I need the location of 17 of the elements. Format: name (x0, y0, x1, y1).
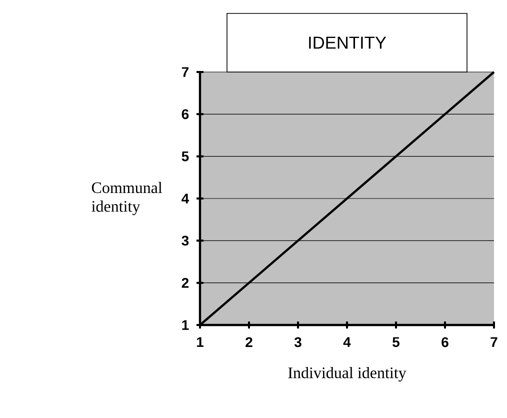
y-tick-label: 5 (182, 151, 189, 162)
y-tick-label: 4 (182, 194, 190, 204)
y-tick-label: 1 (182, 320, 189, 330)
y-axis-title: Communal identity (92, 182, 162, 216)
x-tick-label: 3 (294, 337, 302, 348)
chart-title: IDENTITY (309, 36, 386, 49)
x-tick-label: 4 (343, 337, 351, 347)
x-tick-label: 7 (490, 337, 498, 347)
y-tick-label: 2 (182, 278, 189, 288)
x-tick-label: 1 (196, 337, 204, 347)
x-tick-label: 6 (442, 337, 448, 348)
x-tick-label: 5 (392, 337, 400, 347)
x-tick-label: 2 (246, 337, 252, 347)
y-tick-label: 7 (182, 67, 189, 77)
y-tick-label: 6 (182, 109, 189, 120)
x-axis-title: Individual identity (288, 366, 406, 382)
y-tick-label: 3 (182, 236, 189, 246)
